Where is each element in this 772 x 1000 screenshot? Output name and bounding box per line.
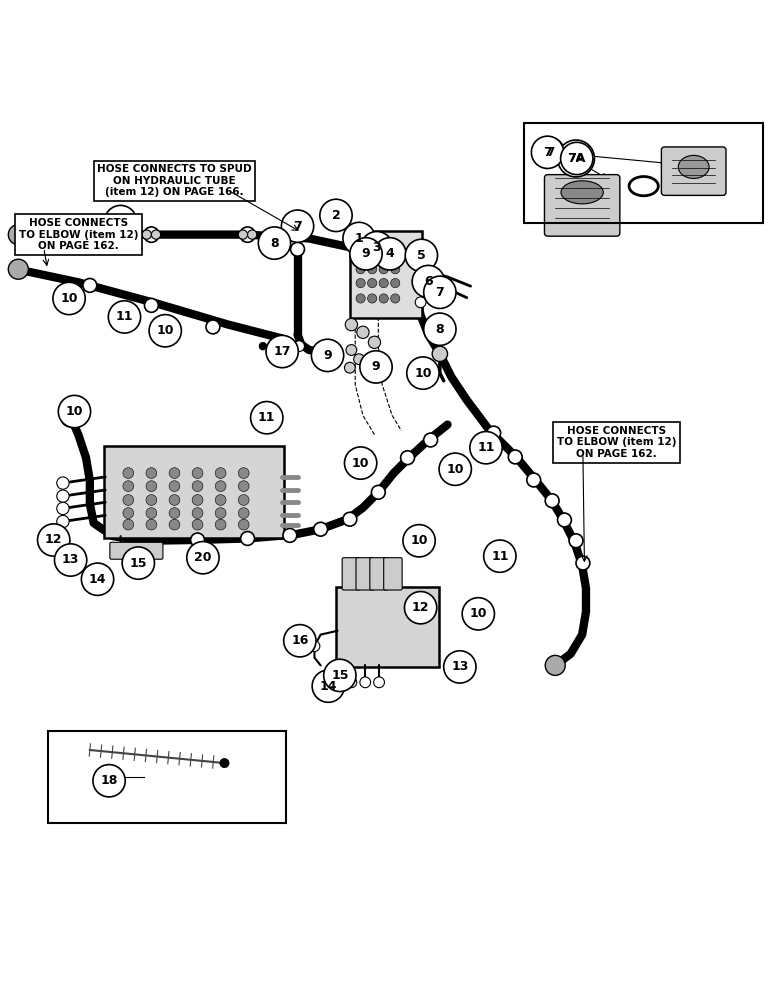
Circle shape [415, 297, 426, 308]
FancyBboxPatch shape [110, 542, 163, 559]
Circle shape [424, 313, 456, 345]
Circle shape [290, 242, 304, 256]
Circle shape [346, 345, 357, 355]
Circle shape [123, 481, 134, 492]
Circle shape [508, 450, 522, 464]
Circle shape [312, 670, 344, 702]
Circle shape [169, 508, 180, 518]
Circle shape [215, 519, 226, 530]
Circle shape [146, 495, 157, 505]
FancyBboxPatch shape [419, 272, 433, 294]
Circle shape [403, 525, 435, 557]
Circle shape [169, 481, 180, 492]
Text: 7A: 7A [568, 153, 584, 163]
Circle shape [192, 508, 203, 518]
Circle shape [368, 336, 381, 348]
Circle shape [557, 513, 571, 527]
Circle shape [424, 276, 456, 308]
Circle shape [146, 481, 157, 492]
Text: 2: 2 [332, 209, 340, 222]
Circle shape [343, 222, 375, 255]
Text: 1: 1 [117, 215, 125, 228]
Circle shape [146, 508, 157, 518]
Circle shape [361, 232, 393, 264]
Text: 8: 8 [435, 323, 444, 336]
Circle shape [215, 481, 226, 492]
FancyBboxPatch shape [544, 175, 620, 236]
FancyBboxPatch shape [336, 587, 439, 667]
Text: HOSE CONNECTS TO SPUD
ON HYDRAULIC TUBE
(item 12) ON PAGE 166.: HOSE CONNECTS TO SPUD ON HYDRAULIC TUBE … [97, 164, 252, 197]
Text: 10: 10 [446, 463, 464, 476]
Text: 1: 1 [354, 232, 364, 245]
Circle shape [57, 515, 69, 528]
Circle shape [379, 278, 388, 288]
Text: 10: 10 [469, 607, 487, 620]
Text: 17: 17 [273, 345, 291, 358]
FancyBboxPatch shape [350, 231, 422, 318]
Circle shape [545, 655, 565, 675]
Text: 7: 7 [435, 286, 444, 299]
Circle shape [527, 473, 540, 487]
Text: 11: 11 [258, 411, 276, 424]
Circle shape [55, 544, 86, 576]
Circle shape [379, 265, 388, 274]
Circle shape [81, 563, 113, 595]
Circle shape [354, 354, 364, 365]
Circle shape [379, 294, 388, 303]
FancyBboxPatch shape [384, 558, 402, 590]
Text: 3: 3 [372, 241, 381, 254]
Circle shape [367, 278, 377, 288]
FancyBboxPatch shape [356, 558, 374, 590]
Circle shape [239, 495, 249, 505]
Text: 12: 12 [45, 533, 63, 546]
FancyBboxPatch shape [662, 147, 726, 195]
Circle shape [391, 294, 400, 303]
Circle shape [251, 402, 283, 434]
Circle shape [283, 528, 296, 542]
Text: HOSE CONNECTS
TO ELBOW (item 12)
ON PAGE 162.: HOSE CONNECTS TO ELBOW (item 12) ON PAGE… [19, 218, 138, 251]
Circle shape [283, 625, 316, 657]
Circle shape [344, 362, 355, 373]
Circle shape [360, 351, 392, 383]
Text: 9: 9 [362, 247, 371, 260]
Circle shape [215, 508, 226, 518]
Circle shape [424, 433, 438, 447]
Circle shape [531, 136, 564, 168]
Circle shape [53, 282, 85, 315]
Circle shape [192, 468, 203, 478]
Text: 5: 5 [417, 249, 426, 262]
Circle shape [367, 294, 377, 303]
Text: 7A: 7A [567, 152, 586, 165]
Circle shape [371, 485, 385, 499]
Circle shape [149, 315, 181, 347]
Circle shape [560, 142, 593, 175]
Circle shape [259, 342, 267, 350]
Circle shape [239, 519, 249, 530]
Circle shape [576, 556, 590, 570]
Circle shape [122, 547, 154, 579]
Circle shape [367, 265, 377, 274]
Circle shape [8, 225, 29, 245]
Text: 12: 12 [412, 601, 429, 614]
Circle shape [439, 453, 472, 485]
Circle shape [405, 239, 438, 272]
Circle shape [345, 318, 357, 331]
Circle shape [61, 407, 80, 427]
Circle shape [311, 339, 344, 372]
Ellipse shape [561, 181, 603, 204]
Circle shape [432, 346, 448, 362]
Text: 13: 13 [62, 553, 80, 566]
Circle shape [356, 249, 365, 258]
FancyBboxPatch shape [370, 558, 388, 590]
Text: 10: 10 [352, 457, 369, 470]
Text: 16: 16 [291, 634, 309, 647]
Text: 9: 9 [323, 349, 332, 362]
Circle shape [108, 301, 141, 333]
Circle shape [206, 320, 220, 334]
FancyBboxPatch shape [342, 558, 361, 590]
Circle shape [239, 508, 249, 518]
Circle shape [313, 522, 327, 536]
Circle shape [356, 278, 365, 288]
Circle shape [360, 677, 371, 688]
Text: 11: 11 [116, 310, 134, 323]
